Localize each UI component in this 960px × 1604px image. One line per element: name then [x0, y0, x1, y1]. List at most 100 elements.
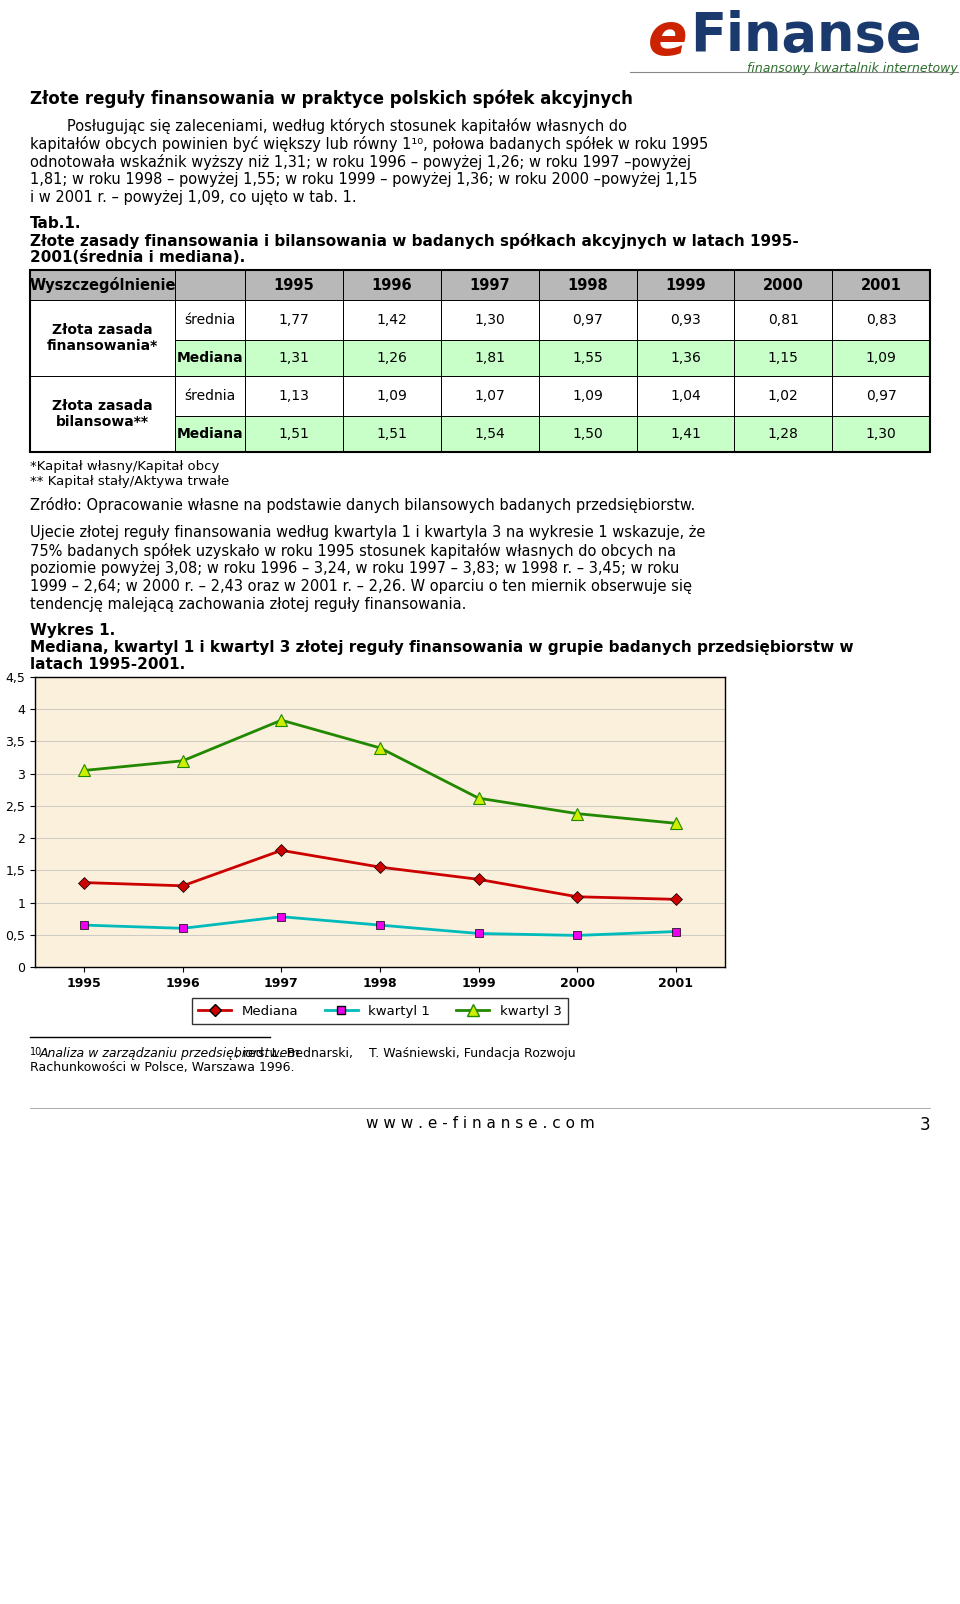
Text: 1,54: 1,54 — [474, 427, 505, 441]
Bar — [441, 375, 539, 415]
Text: 1,13: 1,13 — [278, 390, 309, 403]
Text: Wyszczególnienie: Wyszczególnienie — [29, 277, 176, 294]
Text: 2001: 2001 — [861, 277, 901, 292]
Bar — [539, 300, 636, 340]
Text: 1,50: 1,50 — [572, 427, 603, 441]
Text: *Kapitał własny/Kapitał obcy: *Kapitał własny/Kapitał obcy — [30, 460, 220, 473]
Text: 1,15: 1,15 — [768, 351, 799, 366]
Text: , red. L. Bednarski,    T. Waśniewski, Fundacja Rozwoju: , red. L. Bednarski, T. Waśniewski, Fund… — [235, 1047, 576, 1060]
Text: 1,41: 1,41 — [670, 427, 701, 441]
Text: Tab.1.: Tab.1. — [30, 217, 82, 231]
Text: Zródło: Opracowanie własne na podstawie danych bilansowych badanych przedsiębior: Zródło: Opracowanie własne na podstawie … — [30, 497, 695, 513]
Bar — [441, 340, 539, 375]
Bar — [245, 340, 343, 375]
Text: Ujecie złotej reguły finansowania według kwartyla 1 i kwartyla 3 na wykresie 1 w: Ujecie złotej reguły finansowania według… — [30, 525, 706, 541]
Text: Finanse: Finanse — [690, 10, 922, 63]
Bar — [343, 300, 441, 340]
Text: tendencję malejącą zachowania złotej reguły finansowania.: tendencję malejącą zachowania złotej reg… — [30, 597, 467, 613]
Text: 1,09: 1,09 — [376, 390, 407, 403]
Bar — [245, 300, 343, 340]
Text: Mediana: Mediana — [177, 351, 243, 366]
Bar — [441, 269, 539, 300]
Bar — [30, 300, 175, 375]
Bar — [30, 269, 930, 452]
Text: średnia: średnia — [184, 313, 235, 327]
Bar — [175, 340, 245, 375]
Text: finansowy kwartalnik internetowy: finansowy kwartalnik internetowy — [747, 63, 958, 75]
Text: Mediana, kwartyl 1 i kwartyl 3 złotej reguły finansowania w grupie badanych prze: Mediana, kwartyl 1 i kwartyl 3 złotej re… — [30, 640, 853, 654]
Text: poziomie powyżej 3,08; w roku 1996 – 3,24, w roku 1997 – 3,83; w 1998 r. – 3,45;: poziomie powyżej 3,08; w roku 1996 – 3,2… — [30, 561, 680, 576]
Bar — [539, 269, 636, 300]
Text: 1,07: 1,07 — [474, 390, 505, 403]
Text: kapitałów obcych powinien być większy lub równy 1¹⁰, połowa badanych spółek w ro: kapitałów obcych powinien być większy lu… — [30, 136, 708, 152]
Text: 1995: 1995 — [274, 277, 315, 292]
Text: 1,31: 1,31 — [278, 351, 309, 366]
Bar — [832, 300, 930, 340]
Text: 1,02: 1,02 — [768, 390, 799, 403]
Text: 1,51: 1,51 — [278, 427, 309, 441]
Text: 3: 3 — [920, 1116, 930, 1134]
Text: 1,36: 1,36 — [670, 351, 701, 366]
Text: 1,04: 1,04 — [670, 390, 701, 403]
Bar — [175, 300, 245, 340]
Text: średnia: średnia — [184, 390, 235, 403]
Bar — [245, 269, 343, 300]
Text: 1,30: 1,30 — [866, 427, 897, 441]
Text: 1,81: 1,81 — [474, 351, 505, 366]
Text: 0,97: 0,97 — [572, 313, 603, 327]
Text: 1,77: 1,77 — [278, 313, 309, 327]
Bar — [539, 375, 636, 415]
Text: 1996: 1996 — [372, 277, 412, 292]
Bar — [343, 375, 441, 415]
Text: e: e — [648, 10, 687, 67]
Bar — [245, 415, 343, 452]
Bar — [734, 340, 832, 375]
Text: 1997: 1997 — [469, 277, 510, 292]
Text: ** Kapitał stały/Aktywa trwałe: ** Kapitał stały/Aktywa trwałe — [30, 475, 229, 488]
Bar — [30, 375, 175, 452]
Text: Złota zasada
finansowania*: Złota zasada finansowania* — [47, 322, 158, 353]
Text: 1,09: 1,09 — [572, 390, 603, 403]
Text: 0,81: 0,81 — [768, 313, 799, 327]
Text: 1999: 1999 — [665, 277, 706, 292]
Bar — [245, 375, 343, 415]
Text: Mediana: Mediana — [177, 427, 243, 441]
Text: Wykres 1.: Wykres 1. — [30, 622, 115, 638]
Text: 1,55: 1,55 — [572, 351, 603, 366]
Bar — [441, 415, 539, 452]
Bar — [30, 269, 175, 300]
Text: 1999 – 2,64; w 2000 r. – 2,43 oraz w 2001 r. – 2,26. W oparciu o ten miernik obs: 1999 – 2,64; w 2000 r. – 2,43 oraz w 200… — [30, 579, 692, 593]
Bar — [832, 415, 930, 452]
Bar — [636, 415, 734, 452]
Text: Złote reguły finansowania w praktyce polskich spółek akcyjnych: Złote reguły finansowania w praktyce pol… — [30, 90, 633, 109]
Text: 1,42: 1,42 — [376, 313, 407, 327]
Text: 0,93: 0,93 — [670, 313, 701, 327]
Bar — [832, 269, 930, 300]
Bar — [343, 269, 441, 300]
Bar — [175, 415, 245, 452]
Text: 0,83: 0,83 — [866, 313, 897, 327]
Text: Złote zasady finansowania i bilansowania w badanych spółkach akcyjnych w latach : Złote zasady finansowania i bilansowania… — [30, 233, 799, 249]
Text: Rachunkowości w Polsce, Warszawa 1996.: Rachunkowości w Polsce, Warszawa 1996. — [30, 1060, 295, 1075]
Text: 10: 10 — [30, 1047, 42, 1057]
Bar — [441, 300, 539, 340]
Bar — [832, 340, 930, 375]
Text: w w w . e - f i n a n s e . c o m: w w w . e - f i n a n s e . c o m — [366, 1116, 594, 1131]
Text: Złota zasada
bilansowa**: Złota zasada bilansowa** — [52, 399, 153, 430]
Bar — [636, 269, 734, 300]
Text: 1,30: 1,30 — [474, 313, 505, 327]
Text: 1,09: 1,09 — [866, 351, 897, 366]
Text: odnotowała wskaźnik wyższy niż 1,31; w roku 1996 – powyżej 1,26; w roku 1997 –po: odnotowała wskaźnik wyższy niż 1,31; w r… — [30, 154, 691, 170]
Bar — [636, 340, 734, 375]
Text: 1,28: 1,28 — [768, 427, 799, 441]
Bar — [734, 415, 832, 452]
Text: latach 1995-2001.: latach 1995-2001. — [30, 658, 185, 672]
Legend: Mediana, kwartyl 1, kwartyl 3: Mediana, kwartyl 1, kwartyl 3 — [191, 998, 568, 1025]
Bar — [832, 375, 930, 415]
Bar — [343, 415, 441, 452]
Text: 0,97: 0,97 — [866, 390, 897, 403]
Bar — [175, 375, 245, 415]
Text: 2001(średnia i mediana).: 2001(średnia i mediana). — [30, 250, 245, 265]
Bar — [539, 415, 636, 452]
Text: i w 2001 r. – powyżej 1,09, co ujęto w tab. 1.: i w 2001 r. – powyżej 1,09, co ujęto w t… — [30, 189, 356, 205]
